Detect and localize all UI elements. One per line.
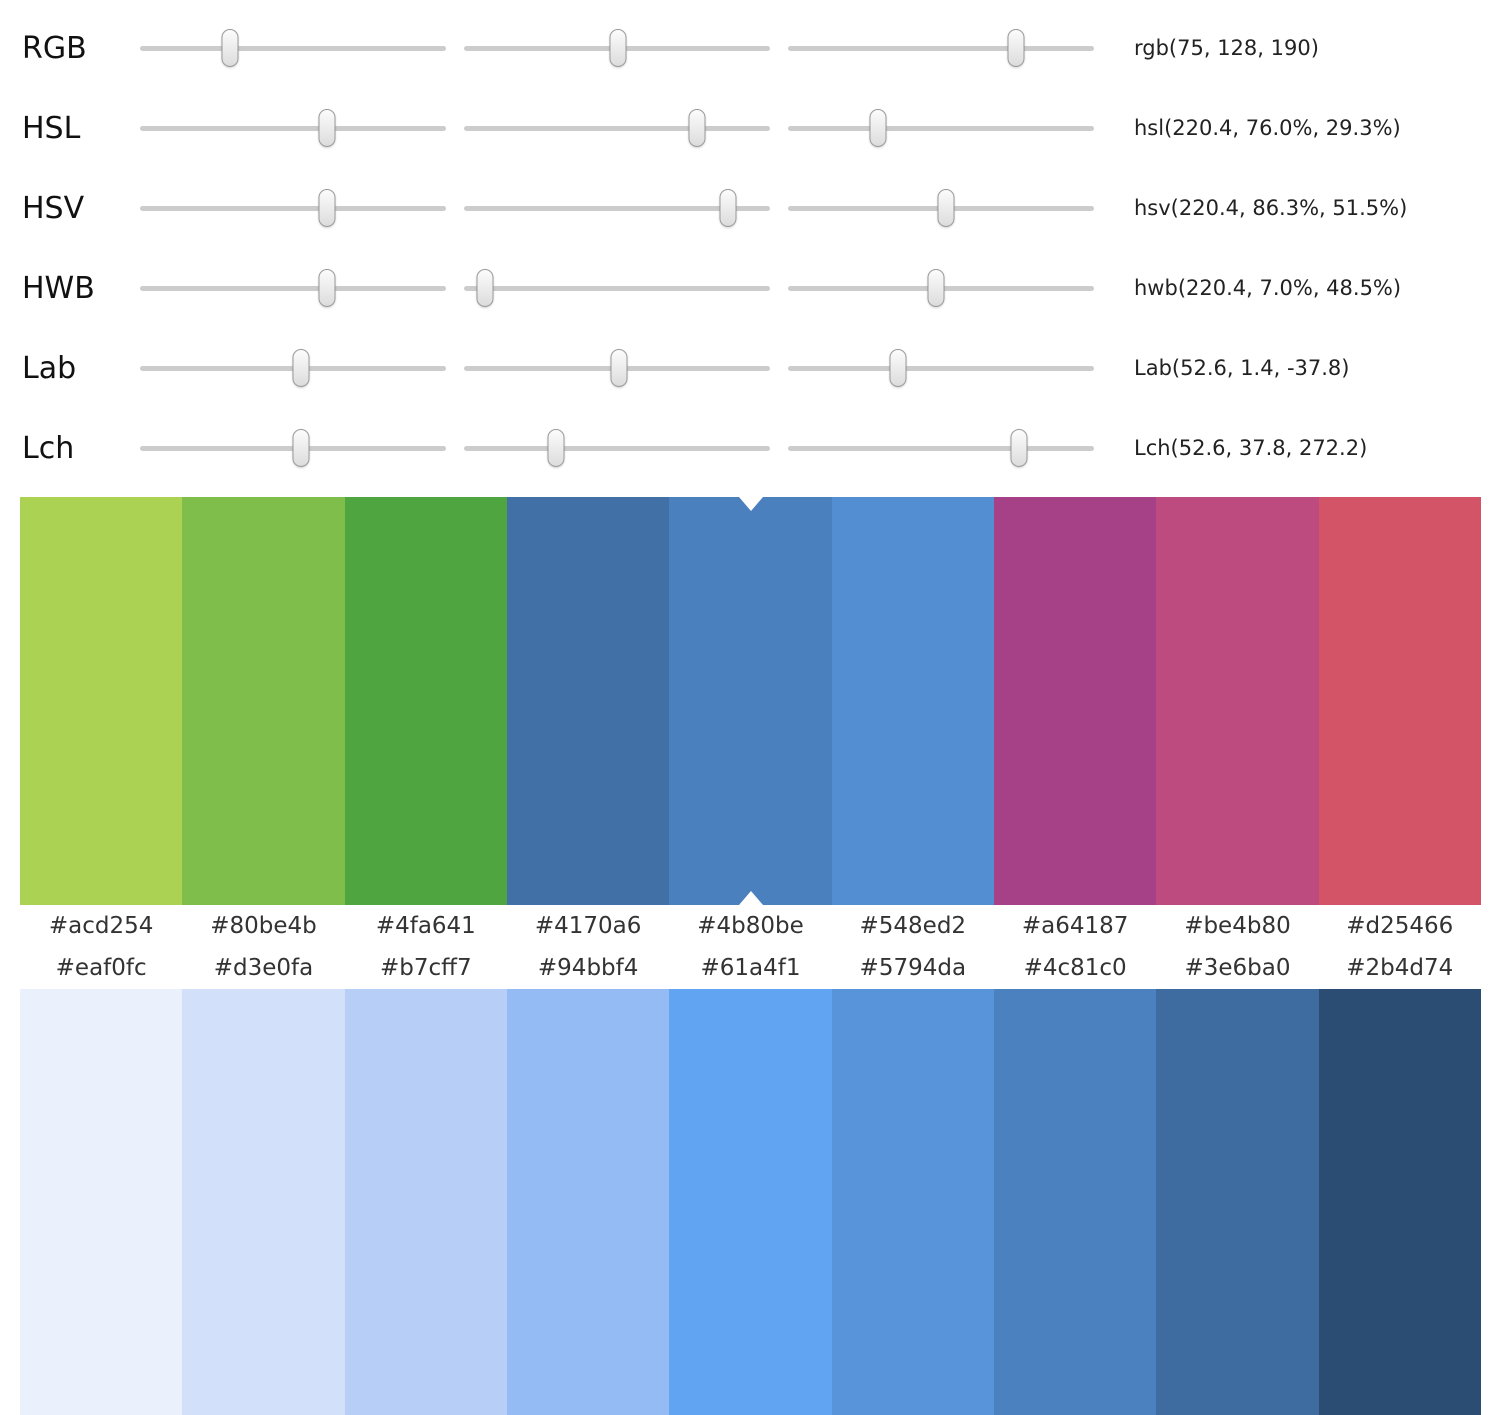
slider-thumb-lch-c[interactable]	[547, 429, 565, 467]
slider-track-hsv-h[interactable]	[140, 189, 446, 227]
swatch-label-bottom-2: #b7cff7	[380, 955, 472, 981]
slider-track-lch-l[interactable]	[140, 429, 446, 467]
slider-thumb-hwb-b[interactable]	[927, 269, 945, 307]
swatch-bottom-4[interactable]	[669, 989, 832, 1415]
swatch-top-5[interactable]	[831, 497, 994, 905]
slider-track-hsl-l[interactable]	[788, 109, 1094, 147]
swatch-bottom-5[interactable]	[831, 989, 994, 1415]
slider-track-hsv-s[interactable]	[464, 189, 770, 227]
swatch-label-top-3: #4170a6	[534, 913, 642, 939]
swatch-label-top-2: #4fa641	[375, 913, 476, 939]
slider-value-hwb: hwb(220.4, 7.0%, 48.5%)	[1134, 276, 1402, 300]
slider-label-hwb: HWB	[22, 270, 95, 306]
palette-top	[20, 497, 1481, 905]
swatch-top-7[interactable]	[1156, 497, 1319, 905]
palette-bottom-labels: #eaf0fc #d3e0fa #b7cff7 #94bbf4 #61a4f1 …	[20, 947, 1481, 989]
swatch-label-bottom-0: #eaf0fc	[55, 955, 147, 981]
swatch-label-top-5: #548ed2	[859, 913, 967, 939]
slider-panel: RGB rgb(75, 128, 190) HSL hsl(220.4, 76.…	[0, 0, 1501, 488]
slider-row-rgb: RGB rgb(75, 128, 190)	[0, 8, 1501, 88]
slider-label-lch: Lch	[22, 430, 75, 466]
slider-thumb-lch-l[interactable]	[292, 429, 310, 467]
slider-track-lch-c[interactable]	[464, 429, 770, 467]
swatch-label-bottom-7: #3e6ba0	[1184, 955, 1291, 981]
swatch-top-1[interactable]	[182, 497, 345, 905]
swatch-bottom-8[interactable]	[1318, 989, 1481, 1415]
swatch-bottom-0[interactable]	[20, 989, 183, 1415]
swatch-label-bottom-8: #2b4d74	[1346, 955, 1454, 981]
slider-track-hsl-h[interactable]	[140, 109, 446, 147]
slider-track-hwb-w[interactable]	[464, 269, 770, 307]
swatch-label-top-7: #be4b80	[1184, 913, 1291, 939]
slider-value-rgb: rgb(75, 128, 190)	[1134, 36, 1319, 60]
slider-track-lab-l[interactable]	[140, 349, 446, 387]
swatch-label-bottom-6: #4c81c0	[1023, 955, 1127, 981]
swatch-top-6[interactable]	[993, 497, 1157, 905]
swatch-bottom-7[interactable]	[1156, 989, 1319, 1415]
slider-value-hsl: hsl(220.4, 76.0%, 29.3%)	[1134, 116, 1401, 140]
swatch-label-top-4: #4b80be	[697, 913, 804, 939]
slider-thumb-hsl-h[interactable]	[318, 109, 336, 147]
swatch-label-top-6: #a64187	[1021, 913, 1129, 939]
slider-track-hwb-b[interactable]	[788, 269, 1094, 307]
swatch-label-bottom-1: #d3e0fa	[213, 955, 314, 981]
slider-label-hsl: HSL	[22, 110, 81, 146]
swatch-top-4[interactable]	[669, 497, 832, 905]
swatch-top-8[interactable]	[1318, 497, 1481, 905]
swatch-top-3[interactable]	[506, 497, 670, 905]
slider-row-lab: Lab Lab(52.6, 1.4, -37.8)	[0, 328, 1501, 408]
slider-track-hsl-s[interactable]	[464, 109, 770, 147]
swatch-label-top-0: #acd254	[48, 913, 154, 939]
slider-track-rgb-r[interactable]	[140, 29, 446, 67]
slider-label-rgb: RGB	[22, 30, 87, 66]
slider-thumb-hsl-l[interactable]	[869, 109, 887, 147]
swatch-label-bottom-5: #5794da	[859, 955, 967, 981]
swatch-bottom-6[interactable]	[993, 989, 1157, 1415]
slider-thumb-hwb-w[interactable]	[476, 269, 494, 307]
slider-thumb-lab-a[interactable]	[610, 349, 628, 387]
slider-row-hwb: HWB hwb(220.4, 7.0%, 48.5%)	[0, 248, 1501, 328]
slider-label-hsv: HSV	[22, 190, 85, 226]
swatch-top-0[interactable]	[20, 497, 183, 905]
swatch-bottom-1[interactable]	[182, 989, 345, 1415]
slider-thumb-lch-h[interactable]	[1010, 429, 1028, 467]
swatch-label-bottom-4: #61a4f1	[700, 955, 801, 981]
slider-thumb-lab-b[interactable]	[889, 349, 907, 387]
slider-thumb-hsv-h[interactable]	[318, 189, 336, 227]
slider-thumb-lab-l[interactable]	[292, 349, 310, 387]
slider-row-hsl: HSL hsl(220.4, 76.0%, 29.3%)	[0, 88, 1501, 168]
slider-label-lab: Lab	[22, 350, 77, 386]
slider-thumb-rgb-g[interactable]	[609, 29, 627, 67]
slider-row-lch: Lch Lch(52.6, 37.8, 272.2)	[0, 408, 1501, 488]
swatch-top-2[interactable]	[344, 497, 507, 905]
slider-track-hsv-v[interactable]	[788, 189, 1094, 227]
slider-track-rgb-g[interactable]	[464, 29, 770, 67]
slider-row-hsv: HSV hsv(220.4, 86.3%, 51.5%)	[0, 168, 1501, 248]
slider-thumb-hsv-v[interactable]	[937, 189, 955, 227]
slider-track-hwb-h[interactable]	[140, 269, 446, 307]
slider-track-lab-a[interactable]	[464, 349, 770, 387]
slider-thumb-hsv-s[interactable]	[719, 189, 737, 227]
slider-track-lab-b[interactable]	[788, 349, 1094, 387]
swatch-label-bottom-3: #94bbf4	[537, 955, 639, 981]
slider-thumb-hsl-s[interactable]	[688, 109, 706, 147]
swatch-bottom-3[interactable]	[506, 989, 670, 1415]
slider-thumb-rgb-r[interactable]	[221, 29, 239, 67]
swatch-bottom-2[interactable]	[344, 989, 507, 1415]
palette-bottom	[20, 989, 1481, 1415]
palette-top-labels: #acd254 #80be4b #4fa641 #4170a6 #4b80be …	[20, 905, 1481, 947]
slider-value-lch: Lch(52.6, 37.8, 272.2)	[1134, 436, 1368, 460]
swatch-label-top-8: #d25466	[1346, 913, 1454, 939]
slider-thumb-hwb-h[interactable]	[318, 269, 336, 307]
slider-thumb-rgb-b[interactable]	[1007, 29, 1025, 67]
slider-track-rgb-b[interactable]	[788, 29, 1094, 67]
slider-value-lab: Lab(52.6, 1.4, -37.8)	[1134, 356, 1350, 380]
slider-track-lch-h[interactable]	[788, 429, 1094, 467]
slider-value-hsv: hsv(220.4, 86.3%, 51.5%)	[1134, 196, 1408, 220]
swatch-label-top-1: #80be4b	[210, 913, 317, 939]
